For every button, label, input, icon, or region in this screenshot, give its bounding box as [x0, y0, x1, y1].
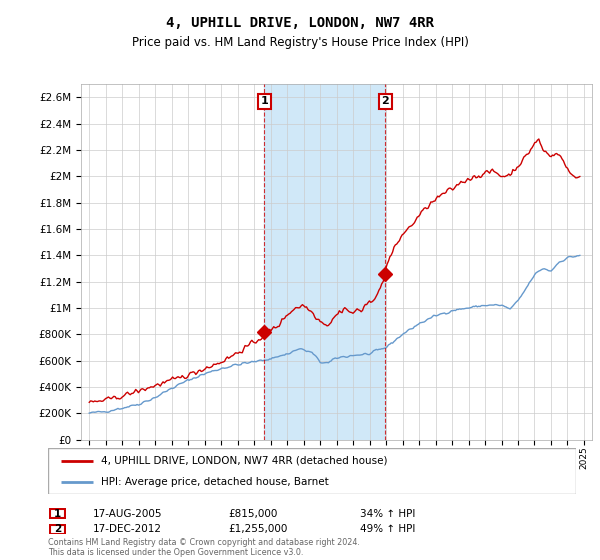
- Text: £1,255,000: £1,255,000: [228, 524, 287, 534]
- Text: 4, UPHILL DRIVE, LONDON, NW7 4RR (detached house): 4, UPHILL DRIVE, LONDON, NW7 4RR (detach…: [101, 456, 388, 466]
- Text: 34% ↑ HPI: 34% ↑ HPI: [360, 508, 415, 519]
- Text: Contains HM Land Registry data © Crown copyright and database right 2024.
This d: Contains HM Land Registry data © Crown c…: [48, 538, 360, 557]
- Text: 4, UPHILL DRIVE, LONDON, NW7 4RR: 4, UPHILL DRIVE, LONDON, NW7 4RR: [166, 16, 434, 30]
- Text: £815,000: £815,000: [228, 508, 277, 519]
- Text: Price paid vs. HM Land Registry's House Price Index (HPI): Price paid vs. HM Land Registry's House …: [131, 36, 469, 49]
- Text: 49% ↑ HPI: 49% ↑ HPI: [360, 524, 415, 534]
- Text: 1: 1: [260, 96, 268, 106]
- Text: 17-DEC-2012: 17-DEC-2012: [93, 524, 162, 534]
- Text: HPI: Average price, detached house, Barnet: HPI: Average price, detached house, Barn…: [101, 478, 329, 487]
- Bar: [265, 84, 385, 440]
- Text: 1: 1: [54, 508, 61, 519]
- Text: 2: 2: [54, 524, 61, 534]
- Text: 2: 2: [382, 96, 389, 106]
- Text: 17-AUG-2005: 17-AUG-2005: [93, 508, 163, 519]
